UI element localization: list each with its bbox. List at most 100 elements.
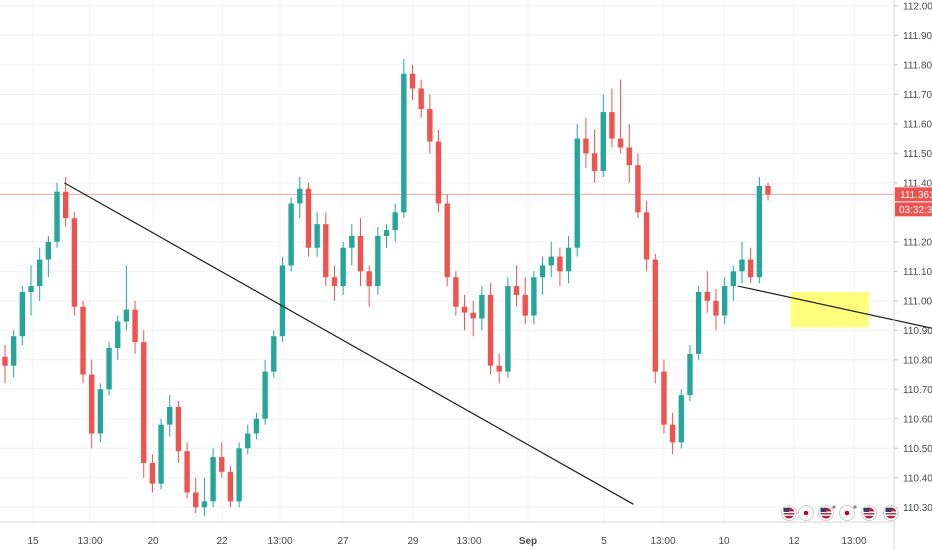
y-tick-label: 110.800 xyxy=(903,355,932,366)
x-tick-label: 10 xyxy=(718,536,730,547)
flag-stripe xyxy=(863,511,875,514)
flag-stripe xyxy=(820,511,832,514)
candle-body xyxy=(366,271,372,287)
flag-canton xyxy=(863,507,869,512)
candle-body xyxy=(747,259,754,278)
price-axis[interactable]: 112.000 111.900 111.800 111.700 111.600 111.5… xyxy=(894,1,932,514)
candle-body xyxy=(36,259,43,287)
candle-body xyxy=(496,365,502,372)
candle-body xyxy=(470,312,476,319)
y-tick-label: 112.000 xyxy=(903,1,932,12)
candle-body xyxy=(149,463,156,484)
candle-body xyxy=(730,271,737,287)
us-flag-icon[interactable] xyxy=(818,505,834,521)
jp-flag-icon[interactable] xyxy=(839,505,855,521)
candle-body xyxy=(89,374,95,434)
candle-body xyxy=(678,395,684,443)
x-tick-label: 13:00 xyxy=(841,536,866,547)
candle-body xyxy=(175,406,182,452)
y-tick-label: 110.300 xyxy=(903,503,932,514)
candle-body xyxy=(97,389,104,434)
flag-stripe xyxy=(885,511,897,514)
candle-body xyxy=(123,309,130,322)
candle-body xyxy=(661,371,667,425)
economic-events[interactable] xyxy=(781,505,899,521)
candle-body xyxy=(652,259,658,372)
x-tick-label: 12 xyxy=(788,536,800,547)
current-price-label: 111.361 xyxy=(900,190,932,201)
y-tick-label: 111.800 xyxy=(903,60,932,71)
candle-body xyxy=(45,241,52,260)
candle-body xyxy=(444,203,450,278)
candle-body xyxy=(28,286,34,292)
x-tick-label: 13:00 xyxy=(77,536,102,547)
jp-flag-icon[interactable] xyxy=(798,505,814,521)
candle-body xyxy=(565,247,572,272)
candle-body xyxy=(297,188,303,204)
candle-body xyxy=(687,353,693,396)
candle-body xyxy=(418,88,424,110)
candle-body xyxy=(253,418,260,434)
chart-grid xyxy=(0,0,894,522)
event-dot-icon xyxy=(853,505,857,509)
candle-body xyxy=(210,457,216,502)
candle-body xyxy=(245,433,251,449)
candle-body xyxy=(2,356,8,366)
x-tick-label: 29 xyxy=(407,536,419,547)
y-tick-label: 110.700 xyxy=(903,385,932,396)
y-tick-label: 111.200 xyxy=(903,237,932,248)
current-price-tag xyxy=(895,187,932,202)
flag-canton xyxy=(783,507,789,512)
candle-body xyxy=(331,277,338,287)
flag-stripe xyxy=(863,514,875,516)
candle-body xyxy=(721,286,728,316)
candle-body xyxy=(574,138,580,248)
candle-body xyxy=(271,336,277,372)
candle-body xyxy=(305,188,312,248)
candle-body xyxy=(435,141,442,204)
price-tags: 111.361 03:32:30 xyxy=(895,187,932,217)
us-flag-icon[interactable] xyxy=(781,505,797,521)
y-tick-label: 111.600 xyxy=(903,119,932,130)
candle-body xyxy=(314,224,320,248)
event-dot-icon xyxy=(832,505,836,509)
candle-body xyxy=(392,212,398,231)
candlestick-series xyxy=(2,58,771,517)
us-flag-icon[interactable] xyxy=(861,505,877,521)
candle-body xyxy=(357,235,364,272)
candle-body xyxy=(635,165,641,213)
candle-body xyxy=(453,277,459,307)
candle-body xyxy=(409,73,416,89)
y-tick-label: 110.600 xyxy=(903,414,932,425)
candle-body xyxy=(591,153,598,172)
y-tick-label: 110.400 xyxy=(903,473,932,484)
candle-body xyxy=(383,230,390,236)
candle-body xyxy=(227,471,234,502)
candle-body xyxy=(375,235,381,287)
candle-body xyxy=(713,300,719,316)
candle-body xyxy=(513,286,520,295)
candle-body xyxy=(158,424,164,484)
flag-canton xyxy=(885,507,891,512)
x-tick-label: 20 xyxy=(147,536,159,547)
candle-body xyxy=(522,294,528,316)
trend-lines[interactable] xyxy=(64,47,932,505)
us-flag-icon[interactable] xyxy=(883,505,899,521)
candle-body xyxy=(340,247,346,287)
y-tick-label: 111.000 xyxy=(903,296,932,307)
x-tick-label: 27 xyxy=(337,536,349,547)
candle-body xyxy=(236,448,242,502)
flag-disc xyxy=(844,510,850,516)
y-tick-label: 111.700 xyxy=(903,90,932,101)
candle-body xyxy=(479,294,485,319)
time-axis[interactable]: 15 13:00 20 22 13:00 27 29 13:00 Sep 5 13:00 10 12 13… xyxy=(27,536,867,547)
down-line-left xyxy=(64,182,634,505)
candle-body xyxy=(669,424,676,443)
candle-body xyxy=(695,291,702,354)
candle-body xyxy=(600,112,606,172)
candle-body xyxy=(617,138,624,148)
candle-body xyxy=(427,109,433,142)
x-tick-label: 13:00 xyxy=(267,536,292,547)
candle-body xyxy=(10,336,17,366)
